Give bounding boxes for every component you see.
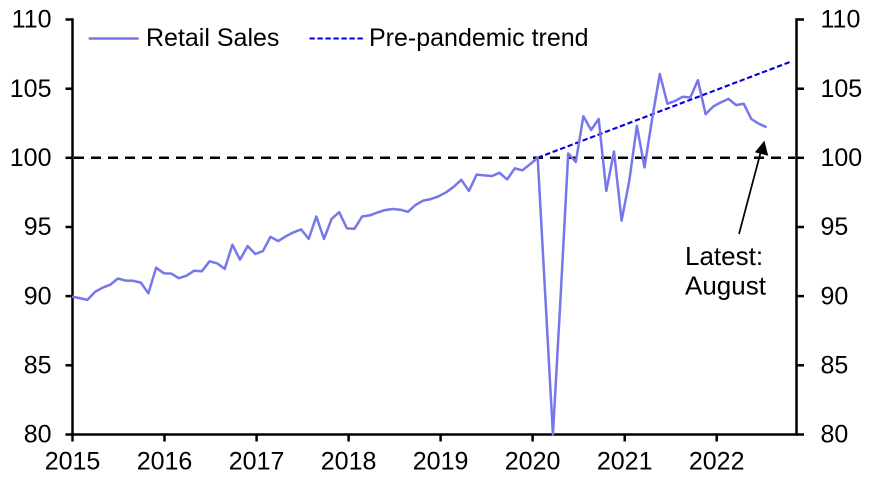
svg-text:2018: 2018 — [321, 448, 377, 476]
svg-text:August: August — [685, 270, 767, 300]
svg-text:80: 80 — [821, 421, 849, 449]
svg-text:2016: 2016 — [137, 448, 193, 476]
svg-text:Retail Sales: Retail Sales — [146, 24, 279, 52]
svg-text:Latest:: Latest: — [685, 241, 763, 271]
svg-text:105: 105 — [10, 75, 52, 103]
svg-text:100: 100 — [821, 144, 863, 172]
svg-text:90: 90 — [821, 282, 849, 310]
svg-text:2021: 2021 — [597, 448, 653, 476]
svg-text:2022: 2022 — [689, 448, 745, 476]
svg-text:110: 110 — [12, 6, 52, 34]
svg-text:2017: 2017 — [229, 448, 285, 476]
svg-text:2019: 2019 — [413, 448, 469, 476]
svg-text:95: 95 — [24, 213, 52, 241]
svg-text:105: 105 — [821, 75, 863, 103]
svg-text:2015: 2015 — [45, 448, 101, 476]
svg-text:80: 80 — [24, 421, 52, 449]
svg-text:85: 85 — [24, 352, 52, 380]
svg-text:110: 110 — [821, 6, 861, 34]
svg-text:Pre-pandemic trend: Pre-pandemic trend — [369, 24, 589, 52]
svg-text:85: 85 — [821, 352, 849, 380]
svg-text:100: 100 — [10, 144, 52, 172]
svg-text:90: 90 — [24, 282, 52, 310]
svg-text:2020: 2020 — [505, 448, 561, 476]
svg-text:95: 95 — [821, 213, 849, 241]
